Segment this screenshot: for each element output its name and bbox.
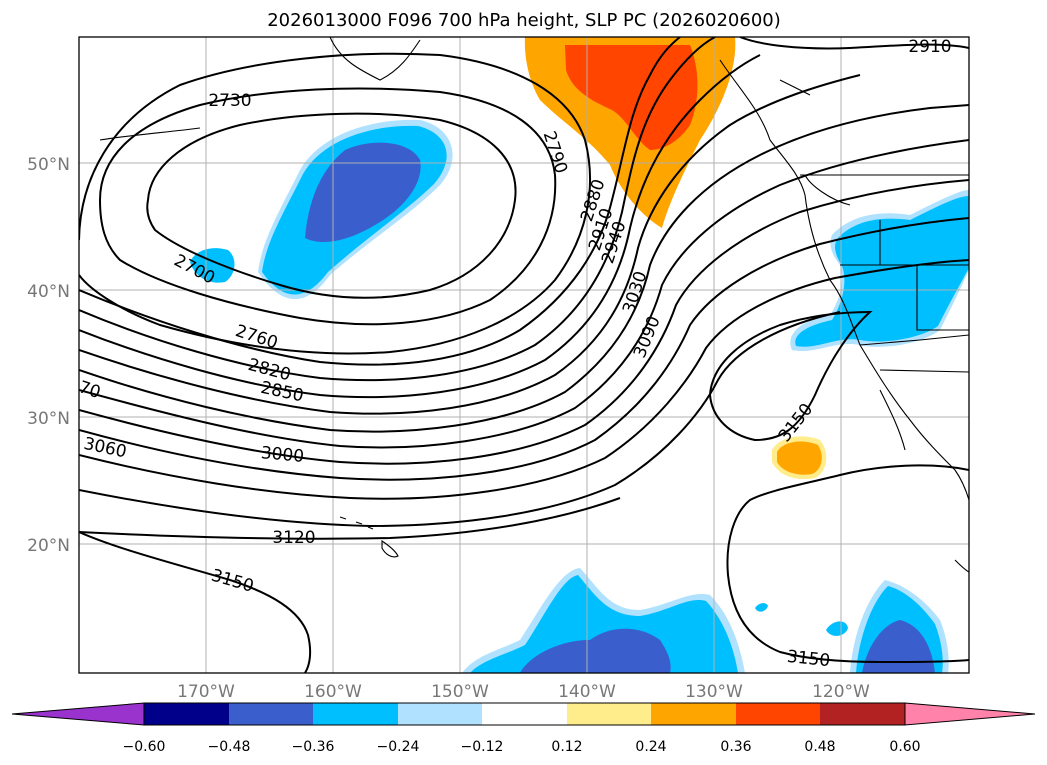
lat-tick-label: 20°N bbox=[27, 536, 70, 556]
colorbar-label: 0.12 bbox=[551, 739, 582, 755]
map-graticule bbox=[79, 37, 969, 673]
lon-tick-label: 140°W bbox=[558, 682, 616, 702]
lon-tick-label: 160°W bbox=[304, 682, 362, 702]
colorbar: −0.60 −0.48 −0.36 −0.24 −0.12 0.12 0.24 … bbox=[11, 702, 1036, 755]
map-frame bbox=[78, 36, 970, 674]
lat-tick-label: 40°N bbox=[27, 282, 70, 302]
colorbar-swatch bbox=[567, 703, 651, 725]
lat-tick-label: 50°N bbox=[27, 155, 70, 175]
colorbar-label: −0.36 bbox=[292, 739, 335, 755]
colorbar-swatch bbox=[820, 703, 905, 725]
latitude-labels: 50°N 40°N 30°N 20°N bbox=[27, 155, 70, 556]
height-contours bbox=[79, 37, 969, 673]
colorbar-label: 0.36 bbox=[720, 739, 751, 755]
contour-label: 3000 bbox=[260, 443, 305, 467]
negative-anomaly-region-south bbox=[462, 568, 949, 673]
colorbar-swatch bbox=[229, 703, 313, 725]
colorbar-swatch bbox=[736, 703, 820, 725]
lon-tick-label: 150°W bbox=[431, 682, 489, 702]
negative-anomaly-region-northwest bbox=[190, 119, 453, 300]
map-layer bbox=[79, 37, 969, 673]
colorbar-label: −0.12 bbox=[461, 739, 504, 755]
contour-label: 3150 bbox=[786, 647, 831, 671]
map-background bbox=[79, 37, 969, 673]
colorbar-label: −0.24 bbox=[377, 739, 420, 755]
lon-tick-label: 130°W bbox=[685, 682, 743, 702]
colorbar-label: −0.60 bbox=[123, 739, 166, 755]
colorbar-swatch bbox=[482, 703, 567, 725]
colorbar-swatch bbox=[398, 703, 482, 725]
lon-tick-label: 120°W bbox=[812, 682, 870, 702]
positive-anomaly-region-subtropical bbox=[772, 436, 827, 480]
contour-label: 2910 bbox=[908, 37, 951, 57]
colorbar-swatch bbox=[144, 703, 229, 725]
colorbar-label: 0.60 bbox=[889, 739, 920, 755]
figure-title: 2026013000 F096 700 hPa height, SLP PC (… bbox=[267, 10, 781, 31]
colorbar-outline bbox=[143, 702, 906, 726]
colorbar-label: 0.48 bbox=[804, 739, 835, 755]
contour-label: 3120 bbox=[272, 528, 315, 548]
colorbar-label: 0.24 bbox=[635, 739, 666, 755]
contour-label: 2730 bbox=[208, 91, 251, 111]
coastlines bbox=[99, 37, 969, 573]
colorbar-extend-high bbox=[904, 702, 1036, 726]
colorbar-swatch bbox=[651, 703, 736, 725]
colorbar-label: −0.48 bbox=[208, 739, 251, 755]
colorbar-extend-low bbox=[11, 702, 145, 726]
longitude-labels: 170°W 160°W 150°W 140°W 130°W 120°W bbox=[177, 682, 870, 702]
lat-tick-label: 30°N bbox=[27, 409, 70, 429]
positive-anomaly-region-northeast bbox=[524, 37, 736, 228]
lon-tick-label: 170°W bbox=[177, 682, 235, 702]
colorbar-swatch bbox=[313, 703, 398, 725]
